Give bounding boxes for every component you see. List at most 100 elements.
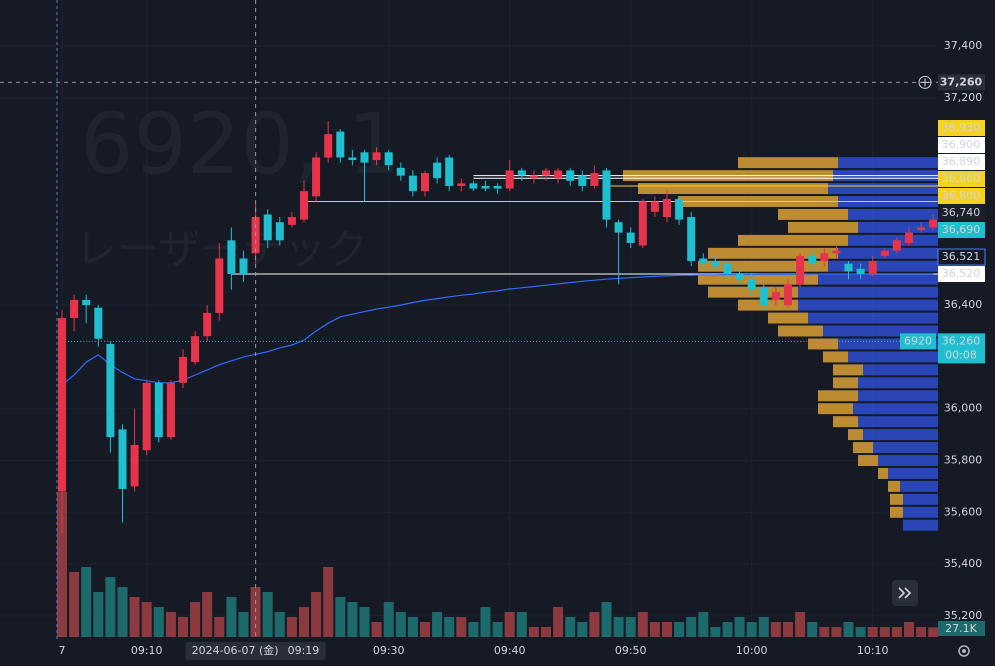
profile-bar <box>858 416 938 428</box>
candle-body <box>336 131 345 158</box>
volume-bar <box>395 612 406 637</box>
volume-bar <box>601 602 612 637</box>
volume-bar <box>734 617 745 637</box>
candle-body <box>917 227 926 230</box>
volume-bar <box>69 572 80 637</box>
y-tick-label: 35,800 <box>944 454 983 467</box>
candle-body <box>408 175 417 192</box>
profile-bar <box>818 390 858 402</box>
price-label: 36,860 <box>942 172 981 185</box>
profile-bar <box>848 429 863 441</box>
volume-bar <box>153 607 164 637</box>
candle-body <box>493 185 502 189</box>
settings-button[interactable] <box>958 645 970 657</box>
profile-bar <box>708 286 798 298</box>
volume-bar <box>698 612 709 637</box>
volume-bar <box>81 567 92 637</box>
candle-body <box>481 185 490 189</box>
profile-bar <box>858 221 938 233</box>
volume-bar <box>129 597 140 637</box>
candle-body <box>312 157 321 197</box>
x-tick-label: 09:30 <box>373 644 405 657</box>
profile-bar <box>823 351 848 363</box>
price-label-box <box>938 187 985 204</box>
candle-body <box>699 258 708 264</box>
candle-body <box>505 170 514 189</box>
candle-body <box>856 268 865 275</box>
volume-bar <box>904 622 914 637</box>
candle-body <box>687 217 696 262</box>
profile-bar <box>818 273 938 285</box>
profile-bar <box>708 247 838 259</box>
price-label: 36,890 <box>942 155 981 168</box>
profile-bar <box>698 273 818 285</box>
volume-bar <box>879 627 890 637</box>
volume-bar <box>589 612 600 637</box>
candle-body <box>372 152 381 161</box>
candle-body <box>360 152 369 163</box>
price-label-box <box>938 119 985 136</box>
candle-body <box>868 261 877 275</box>
volume-bar <box>722 622 733 637</box>
price-label: 36,740 <box>942 206 981 219</box>
volume-bar <box>928 627 939 637</box>
volume-bar <box>262 592 273 637</box>
candle-body <box>215 258 224 313</box>
price-label-box <box>938 221 985 238</box>
profile-bar <box>838 157 938 169</box>
candle-body <box>602 170 611 220</box>
profile-bar <box>858 390 938 402</box>
volume-bar <box>783 622 793 637</box>
candle-body <box>70 299 79 319</box>
volume-bar <box>528 627 539 637</box>
volume-bar <box>165 612 176 637</box>
profile-bar <box>828 183 938 195</box>
profile-bar <box>838 338 938 350</box>
crosshair-time-box <box>185 642 326 660</box>
volume-bar <box>432 612 443 637</box>
volume-bar <box>843 622 854 637</box>
candle-body <box>118 429 127 490</box>
crosshair-time: 09:19 <box>288 644 320 657</box>
candle-body <box>445 157 454 186</box>
x-tick-label: 09:10 <box>131 644 163 657</box>
candle-body <box>892 240 901 251</box>
scroll-button[interactable] <box>892 580 918 606</box>
profile-bar <box>888 480 900 492</box>
volume-bar <box>746 622 757 637</box>
volume-bar <box>674 622 685 637</box>
candle-body <box>203 312 212 337</box>
volume-bar <box>93 592 104 637</box>
volume-bar <box>141 602 152 637</box>
price-label: 36,690 <box>942 223 981 236</box>
volume-bar <box>625 617 636 637</box>
candle-body <box>542 170 550 176</box>
vwap-line <box>61 273 934 386</box>
profile-bar <box>768 312 808 324</box>
profile-bar <box>788 221 858 233</box>
volume-bar <box>444 617 455 637</box>
volume-bar <box>347 602 358 637</box>
candle-body <box>614 222 623 233</box>
profile-bar <box>808 312 938 324</box>
profile-bar <box>738 299 798 311</box>
volume-bar <box>565 617 576 637</box>
candle-body <box>626 232 635 243</box>
profile-bar <box>890 493 903 505</box>
volume-bar <box>504 612 515 637</box>
profile-bar <box>873 442 938 454</box>
candle-body <box>82 299 91 306</box>
candle-body <box>784 284 792 306</box>
volume-bar <box>117 587 128 637</box>
volume-bar <box>57 492 67 637</box>
profile-bar <box>778 325 823 337</box>
volume-bar <box>819 627 830 637</box>
candle-body <box>324 134 333 158</box>
candle-body <box>723 263 732 275</box>
profile-bar <box>903 506 938 518</box>
volume-bar <box>105 577 116 637</box>
candle-body <box>832 250 841 254</box>
candle-body <box>529 175 538 179</box>
x-tick-label: 10:00 <box>736 644 768 657</box>
